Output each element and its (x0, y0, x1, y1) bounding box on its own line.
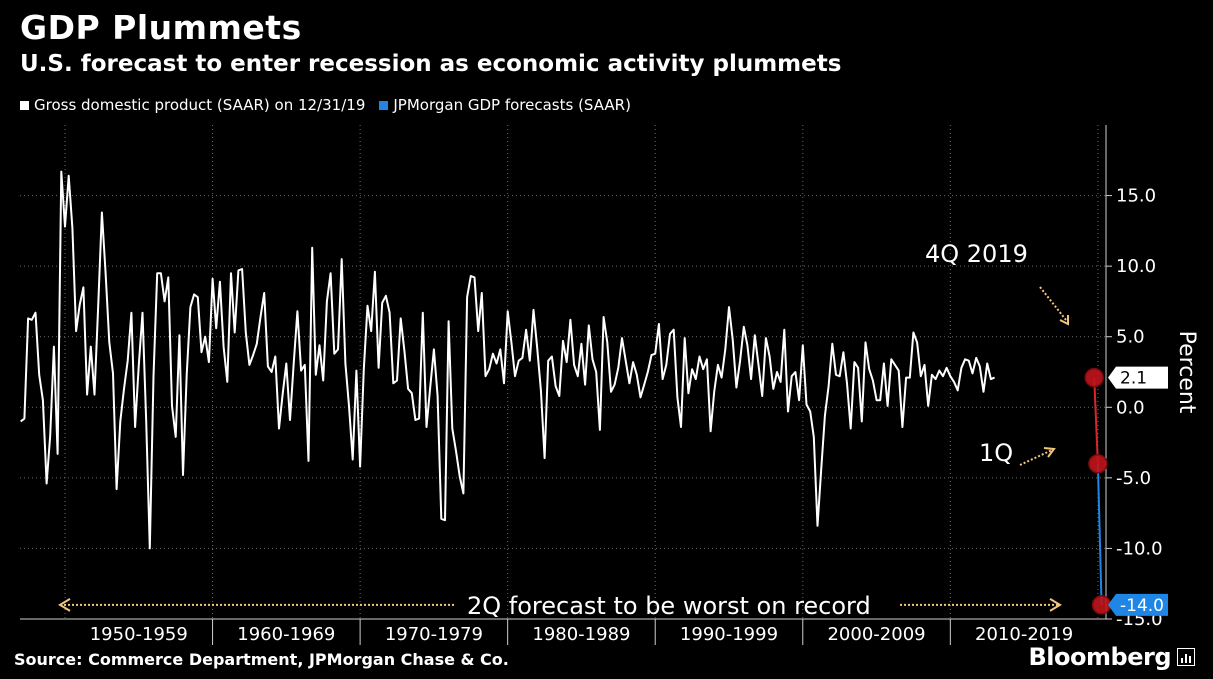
gdp-last-value-tag-shape (1108, 366, 1168, 389)
y-tick-label: 5.0 (1116, 327, 1145, 348)
gdp-history-line (20, 170, 995, 550)
x-category-label: 2000-2009 (827, 624, 925, 645)
gdp-last-value-tag-text: 2.1 (1120, 369, 1147, 389)
legend: Gross domestic product (SAAR) on 12/31/1… (20, 96, 631, 114)
x-category-label: 1950-1959 (90, 624, 188, 645)
legend-item-gdp: Gross domestic product (SAAR) on 12/31/1… (20, 96, 365, 114)
x-category-label: 2010-2019 (975, 624, 1073, 645)
y-tick-label: 15.0 (1116, 186, 1156, 207)
x-category-label: 1980-1989 (532, 624, 630, 645)
annotation-2q: 2Q forecast to be worst on record (467, 592, 871, 620)
forecast-last-value-tag-shape (1108, 593, 1168, 616)
forecast-point-marker (1091, 595, 1112, 615)
x-category-label: 1960-1969 (237, 624, 335, 645)
annotation-arrowhead-left (58, 598, 71, 612)
y-tick-label: 0.0 (1116, 397, 1145, 418)
forecast-segment-2 (1096, 463, 1103, 605)
gdp-last-value-tag: 2.1 (1108, 366, 1168, 389)
annotation-arrow-4q (1039, 286, 1067, 321)
forecast-last-value-tag: -14.0 (1108, 593, 1168, 616)
y-tick-label: 10.0 (1116, 256, 1156, 277)
source-note: Source: Commerce Department, JPMorgan Ch… (14, 650, 509, 669)
brand-name: Bloomberg (1028, 643, 1172, 671)
annotation-arrowhead-4q (1059, 315, 1069, 326)
legend-swatch-gdp (20, 100, 29, 110)
forecast-last-value-tag-text: -14.0 (1120, 596, 1164, 616)
chart-subtitle: U.S. forecast to enter recession as econ… (20, 51, 842, 77)
legend-label-gdp: Gross domestic product (SAAR) on 12/31/1… (34, 96, 366, 114)
y-axis-title: Percent (1174, 331, 1199, 414)
x-category-label: 1990-1999 (680, 624, 778, 645)
y-tick-label: -10.0 (1116, 538, 1163, 559)
annotation-arrowhead-right (1049, 598, 1062, 612)
x-category-label: 1970-1979 (385, 624, 483, 645)
y-tick-label: -5.0 (1116, 468, 1151, 489)
legend-item-forecast: JPMorgan GDP forecasts (SAAR) (379, 96, 631, 114)
bar-chart-icon (1177, 648, 1195, 666)
chart-title: GDP Plummets (20, 8, 302, 47)
brand-logo: Bloomberg (1029, 643, 1195, 671)
forecast-segment-1 (1093, 377, 1099, 464)
annotation-arrowhead-1q (1043, 447, 1056, 458)
forecast-point-marker (1088, 453, 1108, 474)
annotation-1q: 1Q (979, 439, 1013, 467)
legend-label-forecast: JPMorgan GDP forecasts (SAAR) (393, 96, 631, 114)
annotation-4q-2019: 4Q 2019 (925, 240, 1028, 268)
forecast-point-marker (1084, 367, 1104, 388)
annotation-arrow-1q (1019, 449, 1053, 466)
legend-swatch-forecast (379, 100, 389, 110)
